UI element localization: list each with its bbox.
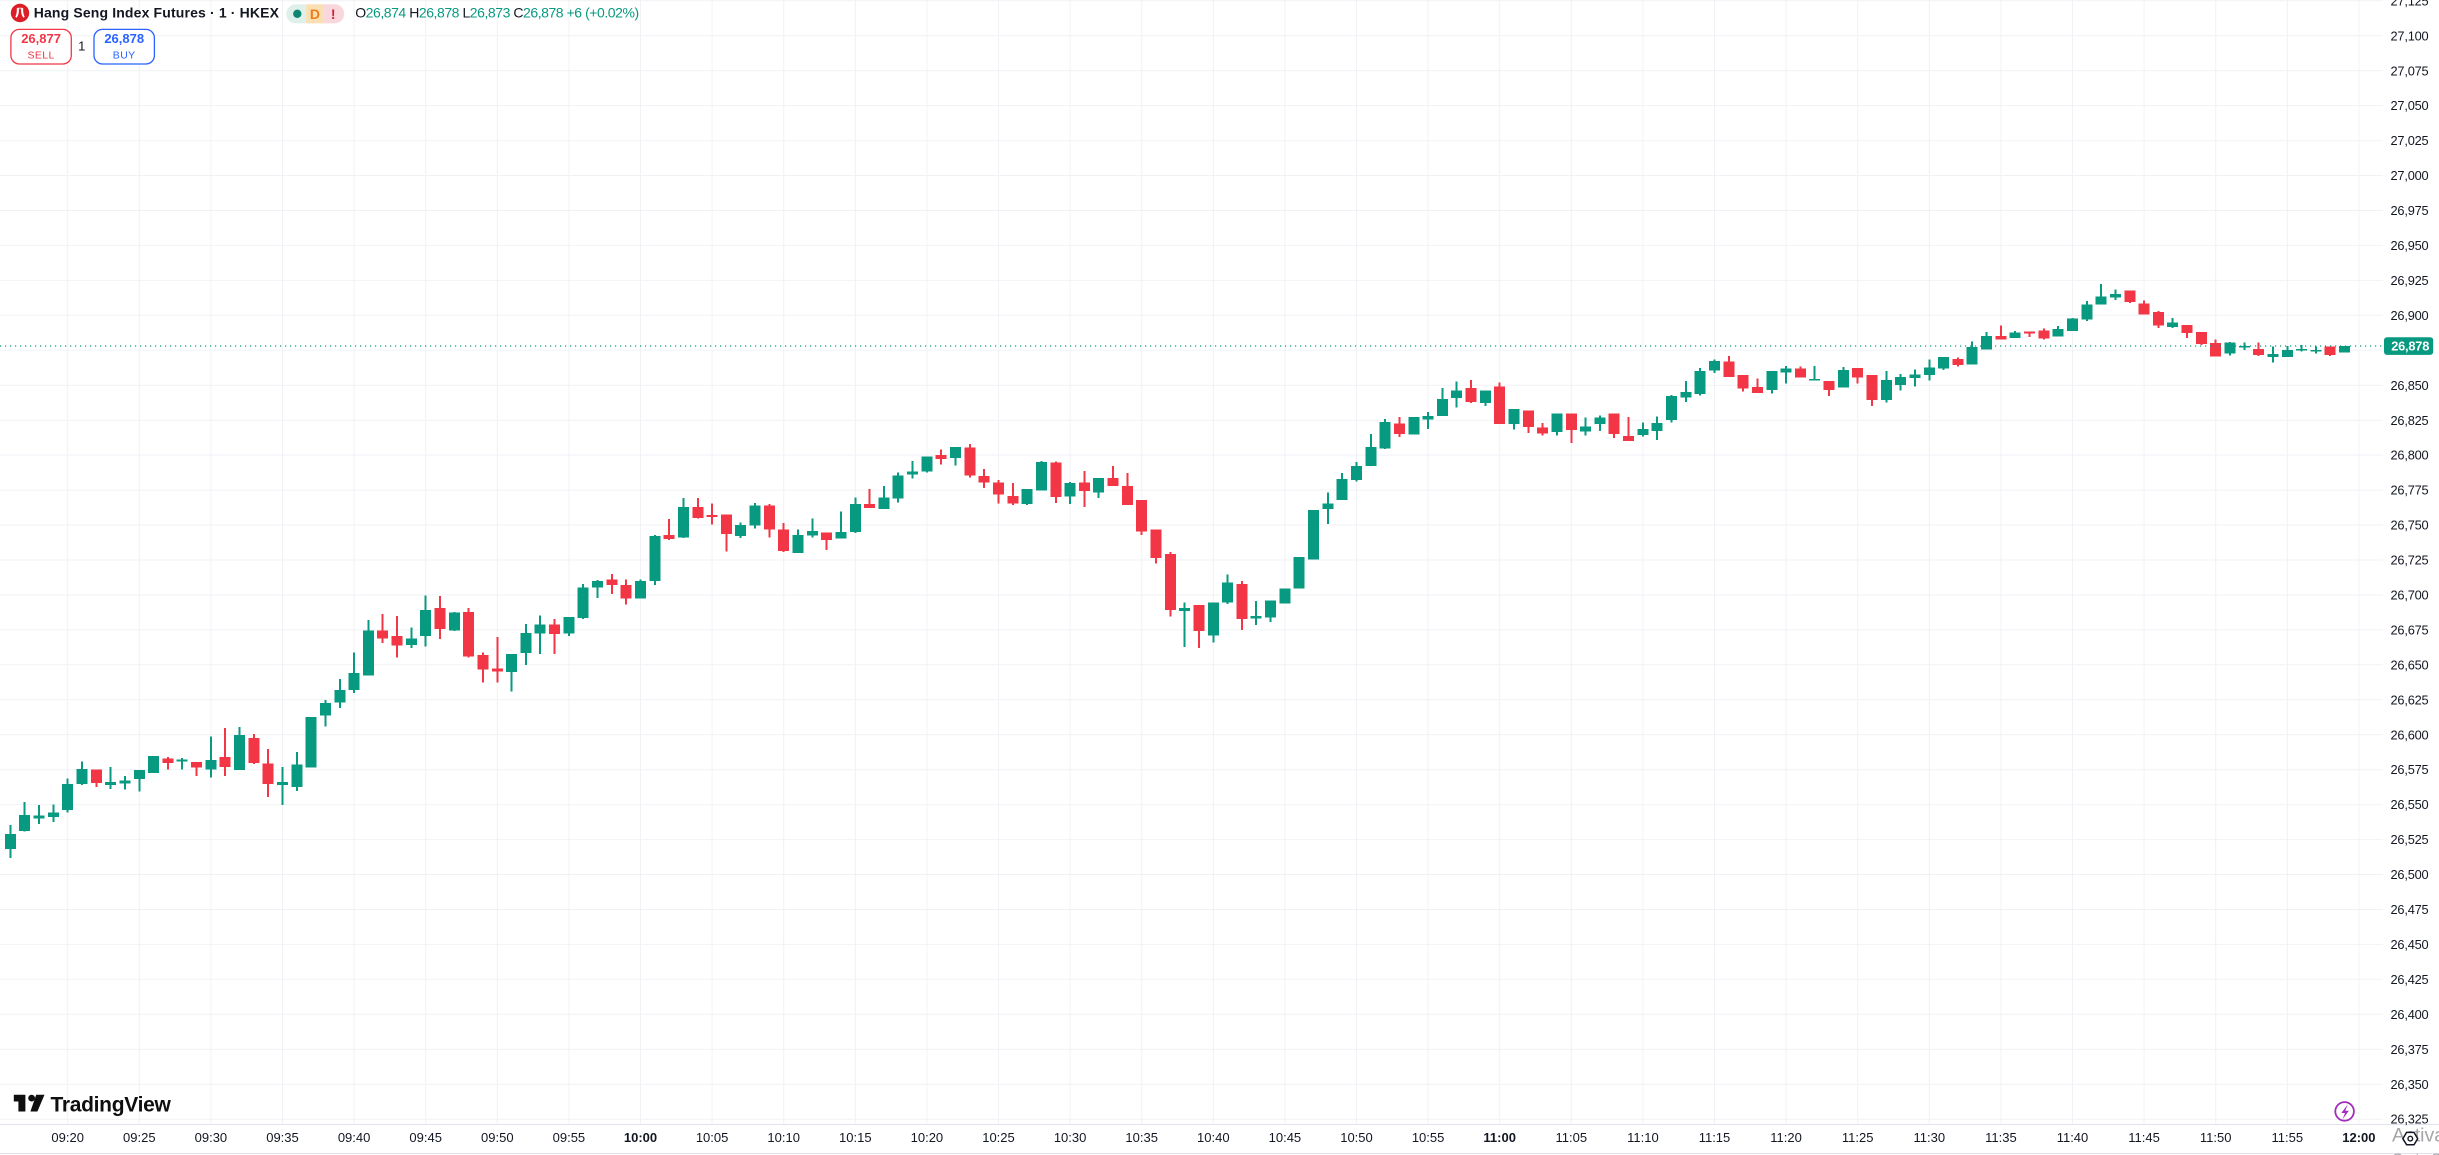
- svg-text:10:50: 10:50: [1340, 1130, 1373, 1145]
- svg-text:26,525: 26,525: [2391, 832, 2429, 847]
- svg-text:TradingView: TradingView: [51, 1094, 172, 1117]
- svg-text:26,650: 26,650: [2391, 657, 2429, 672]
- svg-text:BUY: BUY: [113, 50, 136, 62]
- svg-text:26,800: 26,800: [2391, 448, 2429, 463]
- svg-text:10:00: 10:00: [624, 1130, 657, 1145]
- svg-text:Go to Setti: Go to Setti: [2392, 1152, 2439, 1155]
- svg-text:27,100: 27,100: [2391, 28, 2429, 43]
- svg-text:26,450: 26,450: [2391, 937, 2429, 952]
- svg-text:26,725: 26,725: [2391, 553, 2429, 568]
- svg-text:10:25: 10:25: [982, 1130, 1015, 1145]
- svg-text:26,877: 26,877: [21, 31, 61, 46]
- svg-text:09:30: 09:30: [195, 1130, 228, 1145]
- svg-text:1: 1: [78, 38, 85, 53]
- svg-text:26,350: 26,350: [2391, 1077, 2429, 1092]
- svg-text:11:55: 11:55: [2272, 1130, 2304, 1145]
- svg-text:10:35: 10:35: [1125, 1130, 1158, 1145]
- svg-text:10:55: 10:55: [1412, 1130, 1445, 1145]
- svg-text:26,500: 26,500: [2391, 867, 2429, 882]
- svg-text:11:30: 11:30: [1914, 1130, 1946, 1145]
- svg-text:SELL: SELL: [27, 50, 54, 62]
- svg-text:09:55: 09:55: [553, 1130, 586, 1145]
- svg-text:09:35: 09:35: [266, 1130, 299, 1145]
- svg-text:26,625: 26,625: [2391, 692, 2429, 707]
- svg-text:Hang Seng Index Futures · 1 ·: Hang Seng Index Futures · 1 · HKEX: [34, 5, 280, 21]
- svg-text:10:05: 10:05: [696, 1130, 729, 1145]
- svg-text:26,775: 26,775: [2391, 483, 2429, 498]
- svg-text:O26,874 H26,878 L26,873 C26,87: O26,874 H26,878 L26,873 C26,878 +6 (+0.0…: [355, 5, 639, 21]
- svg-text:27,025: 27,025: [2391, 133, 2429, 148]
- svg-text:27,050: 27,050: [2391, 98, 2429, 113]
- svg-text:10:30: 10:30: [1054, 1130, 1087, 1145]
- svg-text:11:10: 11:10: [1627, 1130, 1659, 1145]
- svg-text:09:40: 09:40: [338, 1130, 371, 1145]
- svg-text:26,750: 26,750: [2391, 518, 2429, 533]
- svg-text:11:25: 11:25: [1842, 1130, 1874, 1145]
- svg-text:10:15: 10:15: [839, 1130, 872, 1145]
- svg-text:27,075: 27,075: [2391, 63, 2429, 78]
- svg-text:26,700: 26,700: [2391, 588, 2429, 603]
- svg-text:26,550: 26,550: [2391, 797, 2429, 812]
- svg-text:09:50: 09:50: [481, 1130, 514, 1145]
- svg-text:09:20: 09:20: [51, 1130, 84, 1145]
- svg-text:D: D: [310, 6, 320, 22]
- svg-text:26,600: 26,600: [2391, 727, 2429, 742]
- svg-text:26,675: 26,675: [2391, 622, 2429, 637]
- svg-text:26,825: 26,825: [2391, 413, 2429, 428]
- svg-text:!: !: [331, 6, 336, 22]
- svg-text:26,325: 26,325: [2391, 1112, 2429, 1127]
- svg-text:10:45: 10:45: [1269, 1130, 1302, 1145]
- svg-text:11:45: 11:45: [2128, 1130, 2160, 1145]
- svg-text:26,950: 26,950: [2391, 238, 2429, 253]
- svg-text:11:15: 11:15: [1699, 1130, 1731, 1145]
- svg-text:26,878: 26,878: [2391, 339, 2429, 354]
- svg-text:11:05: 11:05: [1556, 1130, 1588, 1145]
- svg-text:11:40: 11:40: [2057, 1130, 2089, 1145]
- svg-text:26,850: 26,850: [2391, 378, 2429, 393]
- svg-text:26,400: 26,400: [2391, 1007, 2429, 1022]
- svg-text:11:35: 11:35: [1985, 1130, 2017, 1145]
- svg-text:09:25: 09:25: [123, 1130, 156, 1145]
- svg-text:10:10: 10:10: [767, 1130, 800, 1145]
- svg-text:09:45: 09:45: [409, 1130, 442, 1145]
- svg-text:26,575: 26,575: [2391, 762, 2429, 777]
- svg-text:26,375: 26,375: [2391, 1042, 2429, 1057]
- svg-text:26,925: 26,925: [2391, 273, 2429, 288]
- svg-text:26,900: 26,900: [2391, 308, 2429, 323]
- svg-text:11:20: 11:20: [1770, 1130, 1802, 1145]
- svg-text:26,425: 26,425: [2391, 972, 2429, 987]
- svg-text:26,475: 26,475: [2391, 902, 2429, 917]
- svg-text:10:20: 10:20: [911, 1130, 944, 1145]
- svg-text:26,975: 26,975: [2391, 203, 2429, 218]
- svg-text:12:00: 12:00: [2342, 1130, 2375, 1145]
- svg-text:27,125: 27,125: [2391, 0, 2429, 8]
- svg-text:27,000: 27,000: [2391, 168, 2429, 183]
- svg-text:11:00: 11:00: [1483, 1130, 1516, 1145]
- svg-text:10:40: 10:40: [1197, 1130, 1230, 1145]
- svg-text:11:50: 11:50: [2200, 1130, 2232, 1145]
- svg-text:26,878: 26,878: [104, 31, 144, 46]
